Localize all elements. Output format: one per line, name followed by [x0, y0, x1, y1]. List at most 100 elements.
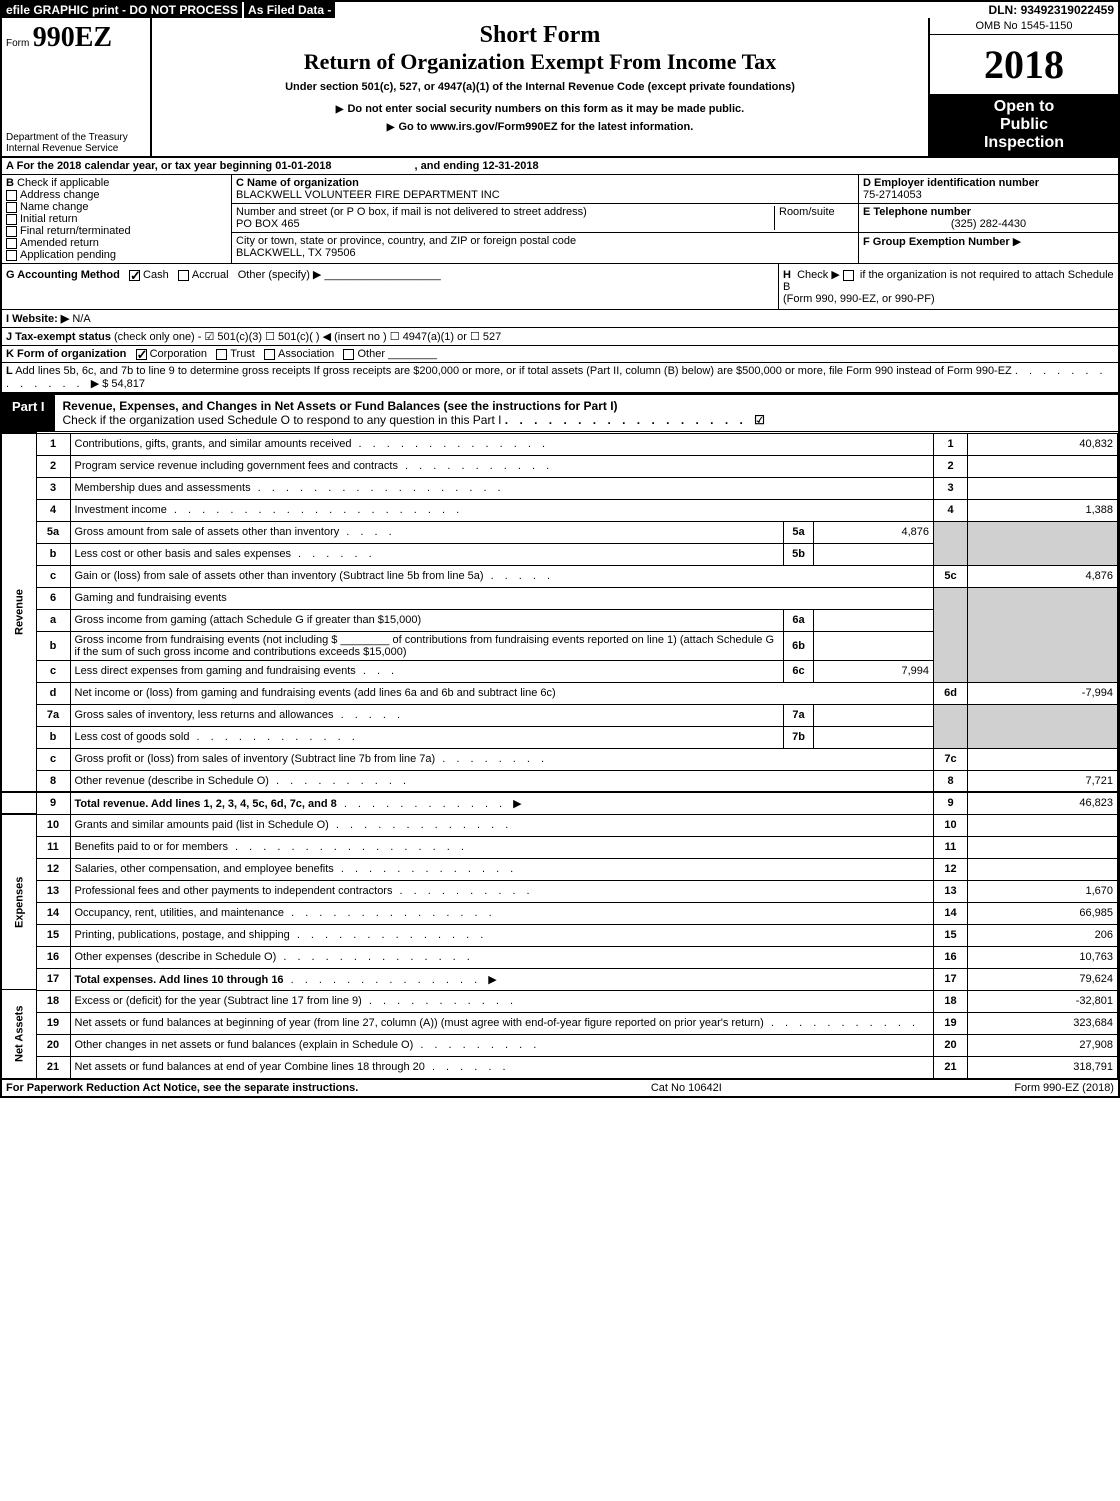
- l16-amt: 10,763: [968, 946, 1118, 968]
- efile-label: efile GRAPHIC print - DO NOT PROCESS: [2, 2, 242, 18]
- other-checkbox[interactable]: [343, 349, 354, 360]
- line-18: Net Assets 18 Excess or (deficit) for th…: [2, 990, 1118, 1012]
- l6a-desc: Gross income from gaming (attach Schedul…: [70, 609, 784, 631]
- revenue-side-label: Revenue: [2, 433, 36, 792]
- cash-checkbox[interactable]: [129, 270, 140, 281]
- l14-desc: Occupancy, rent, utilities, and maintena…: [75, 907, 285, 919]
- h-checkbox[interactable]: [843, 270, 854, 281]
- part1-table: Revenue 1 Contributions, gifts, grants, …: [2, 432, 1118, 1079]
- netassets-side-label: Net Assets: [2, 990, 36, 1078]
- other-specify: Other (specify) ▶: [238, 269, 322, 281]
- l20-amt: 27,908: [968, 1034, 1118, 1056]
- l6c-desc: Less direct expenses from gaming and fun…: [75, 665, 356, 677]
- l5c-desc: Gain or (loss) from sale of assets other…: [75, 570, 484, 582]
- l8-desc: Other revenue (describe in Schedule O): [75, 775, 269, 787]
- final-return-checkbox[interactable]: [6, 226, 17, 237]
- line-14: 14 Occupancy, rent, utilities, and maint…: [2, 902, 1118, 924]
- form-990ez: efile GRAPHIC print - DO NOT PROCESS As …: [0, 0, 1120, 1098]
- l20-ref: 20: [934, 1034, 968, 1056]
- l18-desc: Excess or (deficit) for the year (Subtra…: [75, 995, 362, 1007]
- l11-amt: [968, 836, 1118, 858]
- l5-gray: [934, 521, 968, 565]
- l17-num: 17: [36, 968, 70, 990]
- line-21: 21 Net assets or fund balances at end of…: [2, 1056, 1118, 1078]
- city-row: City or town, state or province, country…: [232, 233, 858, 261]
- trust-checkbox[interactable]: [216, 349, 227, 360]
- corp-label: Corporation: [150, 348, 207, 360]
- corp-checkbox[interactable]: [136, 349, 147, 360]
- goto-link[interactable]: Go to www.irs.gov/Form990EZ for the late…: [160, 121, 920, 133]
- top-bar: efile GRAPHIC print - DO NOT PROCESS As …: [2, 2, 1118, 18]
- l2-desc: Program service revenue including govern…: [75, 460, 398, 472]
- l2-amt: [968, 455, 1118, 477]
- addr-change-checkbox[interactable]: [6, 190, 17, 201]
- line-1: Revenue 1 Contributions, gifts, grants, …: [2, 433, 1118, 455]
- l18-ref: 18: [934, 990, 968, 1012]
- l6a-mid-val: [814, 609, 934, 631]
- section-a-text: For the 2018 calendar year, or tax year …: [17, 160, 332, 172]
- dln-label: DLN:: [989, 3, 1018, 17]
- city-label: City or town, state or province, country…: [236, 235, 854, 247]
- l6-gray: [934, 587, 968, 682]
- dln-value: 93492319022459: [1021, 3, 1114, 17]
- l8-ref: 8: [934, 770, 968, 792]
- accrual-checkbox[interactable]: [178, 270, 189, 281]
- section-i: I Website: ▶ N/A: [2, 310, 1118, 328]
- l12-desc: Salaries, other compensation, and employ…: [75, 863, 334, 875]
- l13-num: 13: [36, 880, 70, 902]
- section-a: A For the 2018 calendar year, or tax yea…: [2, 158, 1118, 175]
- accrual-label: Accrual: [192, 269, 229, 281]
- group-exempt-row: F Group Exemption Number ▶: [859, 233, 1118, 250]
- name-change-checkbox[interactable]: [6, 202, 17, 213]
- l5a-mid-ref: 5a: [784, 521, 814, 543]
- subtitle: Under section 501(c), 527, or 4947(a)(1)…: [160, 81, 920, 93]
- assoc-checkbox[interactable]: [264, 349, 275, 360]
- l21-amt: 318,791: [968, 1056, 1118, 1078]
- l3-num: 3: [36, 477, 70, 499]
- l4-ref: 4: [934, 499, 968, 521]
- open-public: Open to Public Inspection: [930, 94, 1118, 156]
- part1-check-text: Check if the organization used Schedule …: [63, 413, 502, 427]
- website-value: N/A: [72, 313, 90, 325]
- l-label: L: [6, 365, 13, 377]
- l10-desc: Grants and similar amounts paid (list in…: [75, 819, 329, 831]
- l9-desc: Total revenue. Add lines 1, 2, 3, 4, 5c,…: [75, 798, 337, 810]
- l15-amt: 206: [968, 924, 1118, 946]
- l6-desc: Gaming and fundraising events: [70, 587, 934, 609]
- trust-label: Trust: [230, 348, 255, 360]
- l18-num: 18: [36, 990, 70, 1012]
- amended-label: Amended return: [20, 237, 99, 249]
- dln: DLN: 93492319022459: [985, 2, 1118, 18]
- l6-gray-amt: [968, 587, 1118, 682]
- b-label: B: [6, 177, 14, 189]
- l7a-mid-ref: 7a: [784, 704, 814, 726]
- city-value: BLACKWELL, TX 79506: [236, 247, 854, 259]
- l12-num: 12: [36, 858, 70, 880]
- l6a-num: a: [36, 609, 70, 631]
- l6d-amt: -7,994: [968, 682, 1118, 704]
- l6b-mid-val: [814, 631, 934, 660]
- l5c-num: c: [36, 565, 70, 587]
- l4-amt: 1,388: [968, 499, 1118, 521]
- line-6: 6 Gaming and fundraising events: [2, 587, 1118, 609]
- l21-desc: Net assets or fund balances at end of ye…: [75, 1061, 425, 1073]
- l13-desc: Professional fees and other payments to …: [75, 885, 393, 897]
- l7b-num: b: [36, 726, 70, 748]
- inspection-label: Inspection: [932, 134, 1116, 152]
- part1-checked: ☑: [754, 413, 765, 427]
- amended-checkbox[interactable]: [6, 238, 17, 249]
- section-def: D Employer identification number 75-2714…: [858, 175, 1118, 263]
- addr-change-label: Address change: [20, 189, 100, 201]
- section-g: G Accounting Method Cash Accrual Other (…: [2, 264, 778, 309]
- line-6d: d Net income or (loss) from gaming and f…: [2, 682, 1118, 704]
- initial-return-checkbox[interactable]: [6, 214, 17, 225]
- l1-num: 1: [36, 433, 70, 455]
- l7-gray-amt: [968, 704, 1118, 748]
- cat-number: Cat No 10642I: [651, 1082, 722, 1094]
- app-pending-checkbox[interactable]: [6, 250, 17, 261]
- line-3: 3 Membership dues and assessments . . . …: [2, 477, 1118, 499]
- part1-header: Part I Revenue, Expenses, and Changes in…: [2, 393, 1118, 432]
- form-prefix: Form: [6, 38, 29, 49]
- part1-dots: . . . . . . . . . . . . . . . . .: [505, 413, 754, 427]
- f-label: F Group Exemption Number: [863, 236, 1010, 248]
